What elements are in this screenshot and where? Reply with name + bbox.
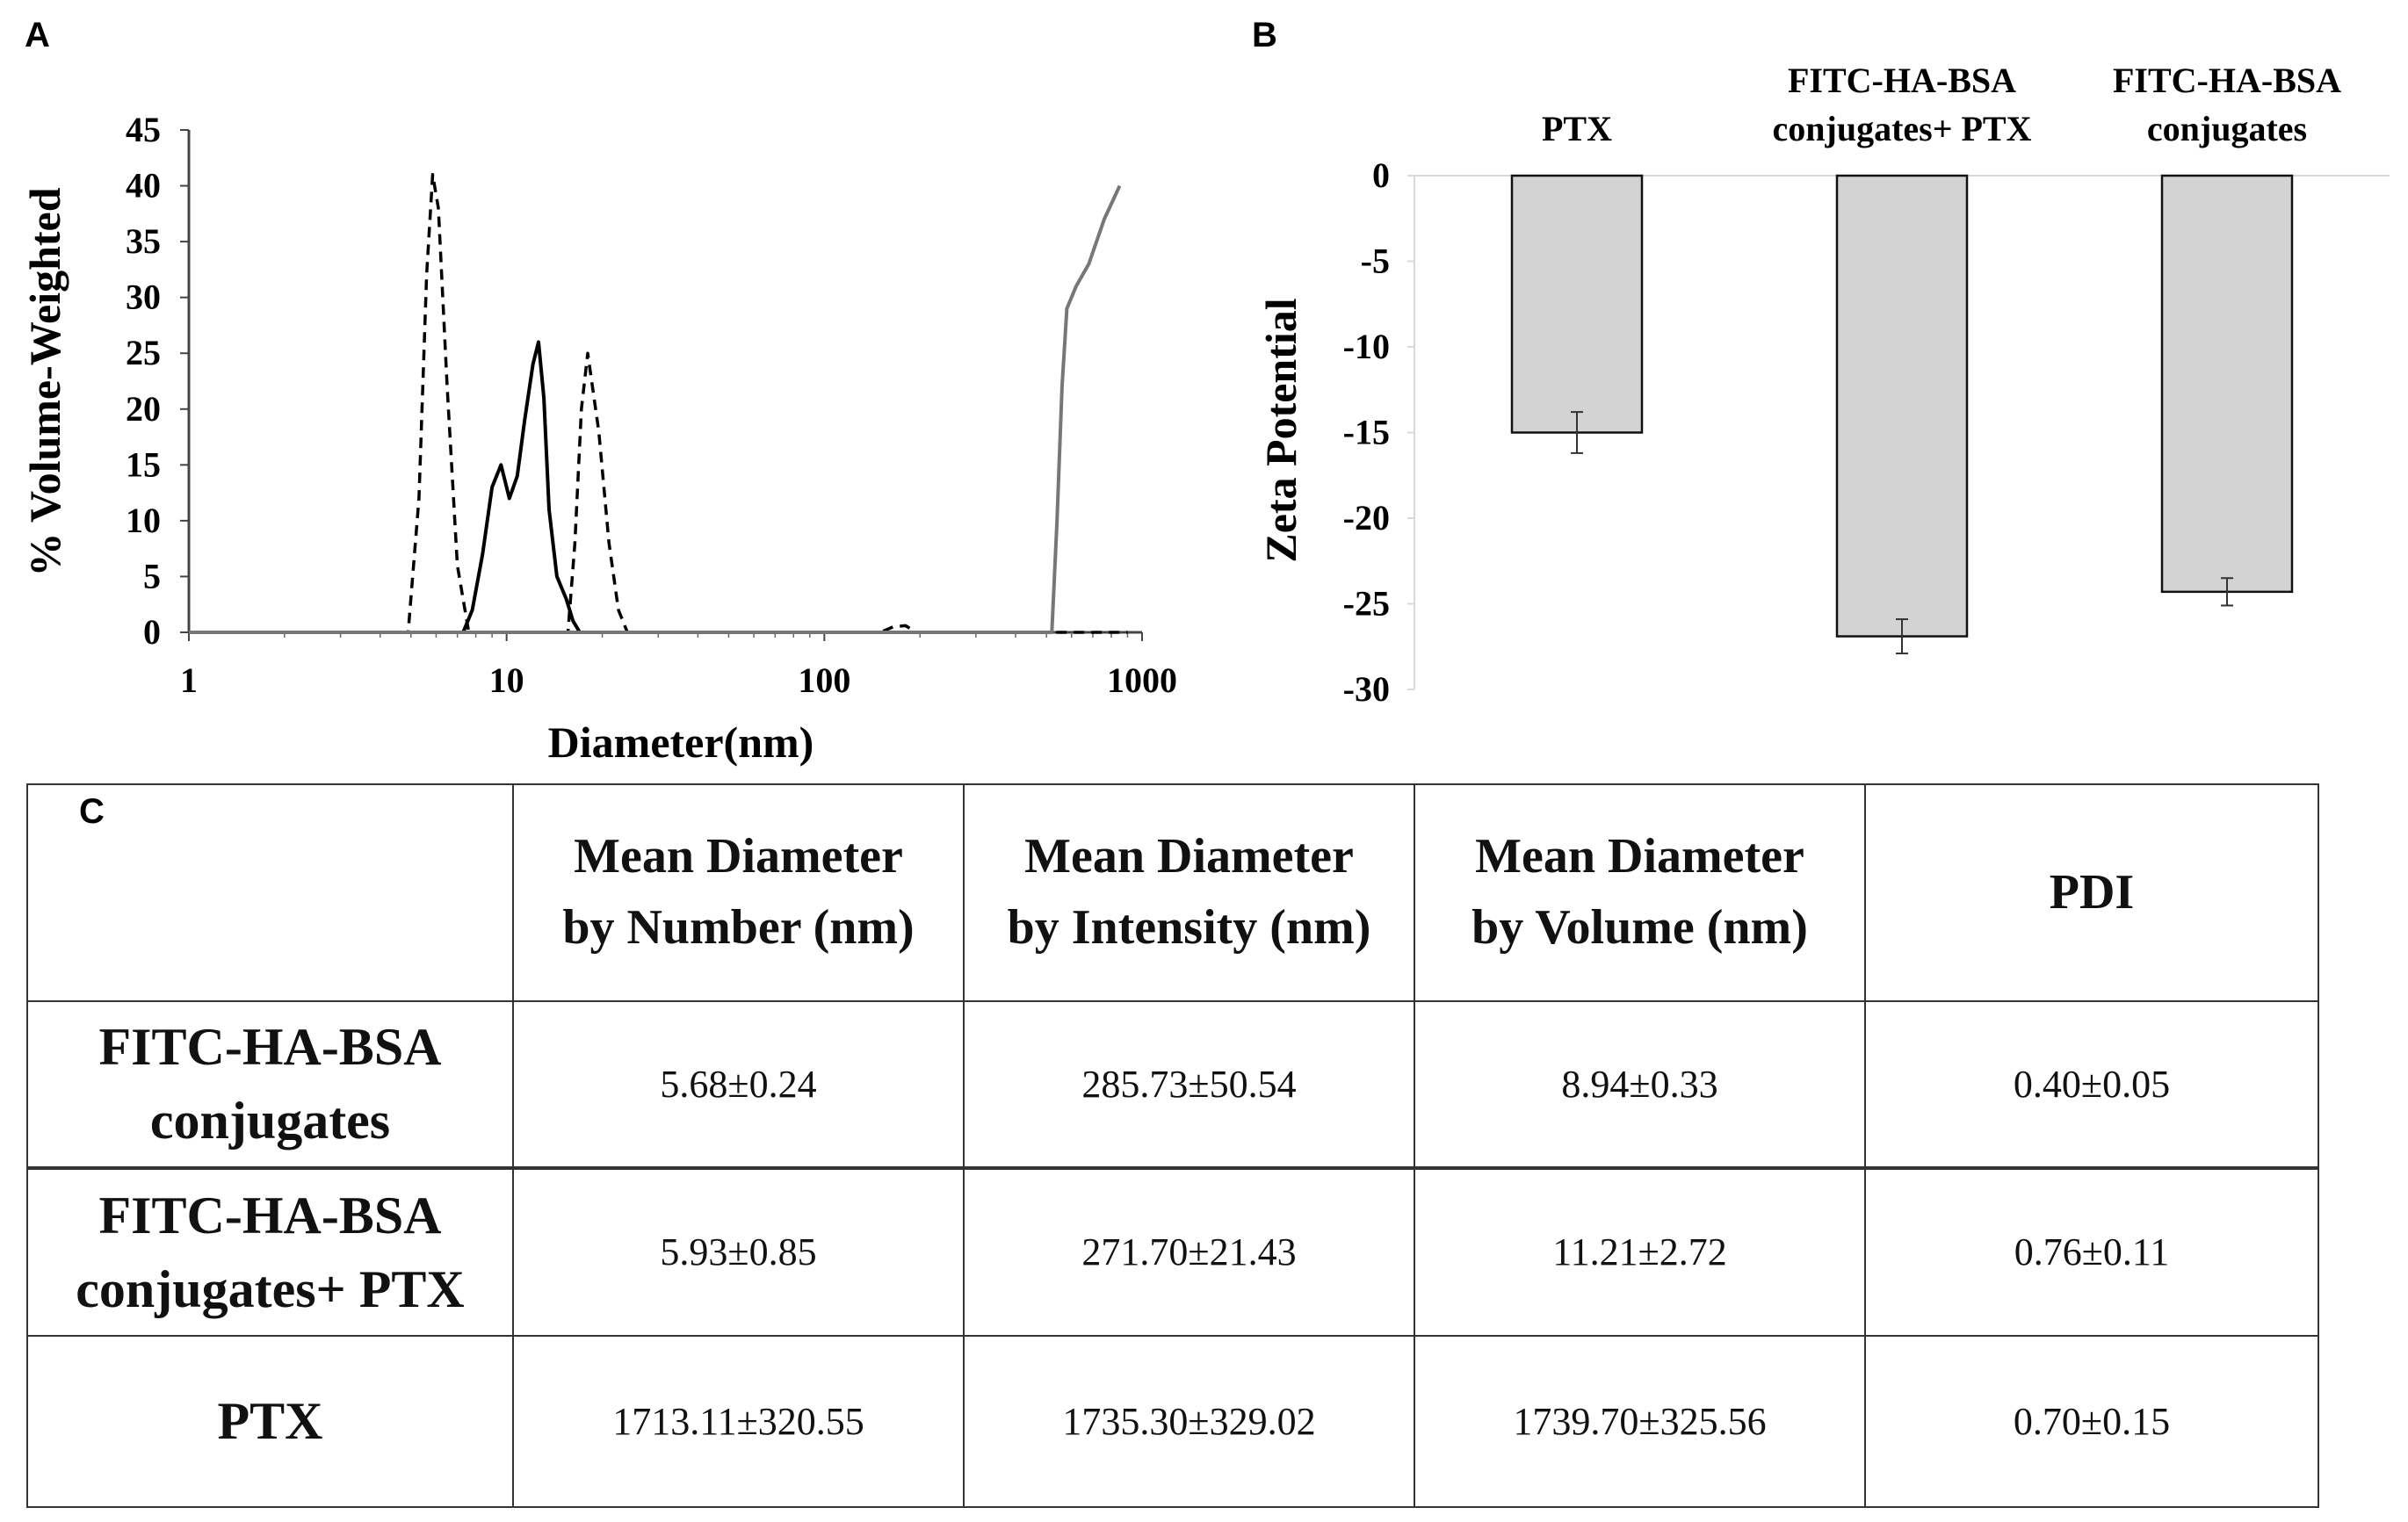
table-row: FITC-HA-BSA conjugates+ PTX 5.93±0.85 271… <box>26 1167 2319 1337</box>
y-tick-label: -30 <box>1343 669 1390 709</box>
header-line: PDI <box>2049 864 2135 920</box>
y-axis-title: Zeta Potential <box>1256 298 1305 562</box>
table-row: FITC-HA-BSA conjugates 5.68±0.24 285.73±5… <box>26 999 2319 1171</box>
zeta-potential-chart: 0 -5 -10 -15 -20 -25 -30 PTX FITC-HA-BSA conjugat… <box>1256 61 2390 709</box>
y-axis-title: % Volume-Weighted <box>20 187 69 576</box>
table-header-row: C Mean Diameter by Number (nm) Mean Diame… <box>26 783 2319 1002</box>
row-header: FITC-HA-BSA conjugates <box>26 999 514 1171</box>
category-label: conjugates+ PTX <box>1773 109 2032 148</box>
y-tick-label: 5 <box>143 556 161 595</box>
header-line: Mean Diameter <box>574 829 903 884</box>
y-tick-label: -5 <box>1361 242 1390 281</box>
category-label: PTX <box>1542 109 1612 148</box>
y-tick-label: -15 <box>1343 413 1390 452</box>
table-cell: 11.21±2.72 <box>1414 1167 1866 1337</box>
header-line: Mean Diameter <box>1024 829 1354 884</box>
header-line: Mean Diameter <box>1475 829 1804 884</box>
bar <box>1835 174 1969 638</box>
y-tick-label: 15 <box>126 444 161 484</box>
category-label: conjugates <box>2147 109 2307 148</box>
category-label: FITC-HA-BSA <box>1788 61 2016 100</box>
table-cell: 1735.30±329.02 <box>963 1334 1415 1508</box>
row-label-line: FITC-HA-BSA <box>98 1018 442 1077</box>
header-line: by Intensity (nm) <box>1007 900 1371 956</box>
size-distribution-chart: 0 5 10 15 20 25 30 35 40 45 1 10 100 1000 % Volume-We… <box>20 110 1177 767</box>
y-tick-label: -10 <box>1343 327 1390 366</box>
table-cell: 0.76±0.11 <box>1864 1167 2319 1337</box>
y-tick-label: 20 <box>126 389 161 429</box>
column-header: Mean Diameter by Intensity (nm) <box>963 783 1415 1002</box>
table-row: PTX 1713.11±320.55 1735.30±329.02 1739.7… <box>26 1334 2319 1508</box>
panel-label-a: A <box>25 16 50 54</box>
x-tick-label: 1000 <box>1107 660 1177 700</box>
table-cell: 285.73±50.54 <box>963 999 1415 1171</box>
header-line: by Number (nm) <box>562 900 915 956</box>
x-tick-label: 100 <box>798 660 850 700</box>
series-line-2 <box>189 340 714 634</box>
table-cell: 1713.11±320.55 <box>512 1334 965 1508</box>
y-tick-label: 40 <box>126 166 161 206</box>
category-label: FITC-HA-BSA <box>2113 61 2341 100</box>
bar <box>1510 174 1644 434</box>
column-header: Mean Diameter by Volume (nm) <box>1414 783 1866 1002</box>
y-tick-label: 30 <box>126 278 161 317</box>
y-tick-label: -20 <box>1343 498 1390 537</box>
x-tick-label: 10 <box>489 660 524 700</box>
series-line-3 <box>189 184 1122 634</box>
x-tick-label: 1 <box>180 660 198 700</box>
x-axis-title: Diameter(nm) <box>548 718 814 767</box>
table-corner-cell: C <box>26 783 514 1002</box>
panel-label-c: C <box>79 792 105 831</box>
y-tick-label: 45 <box>126 110 161 149</box>
table-cell: 0.40±0.05 <box>1864 999 2319 1171</box>
table-cell: 8.94±0.33 <box>1414 999 1866 1171</box>
size-summary-table: C Mean Diameter by Number (nm) Mean Diame… <box>26 783 2319 1508</box>
y-tick-label: -25 <box>1343 584 1390 624</box>
panel-label-b: B <box>1252 16 1277 54</box>
row-label-line: conjugates+ PTX <box>76 1259 465 1318</box>
header-line: by Volume (nm) <box>1472 900 1808 956</box>
y-tick-label: 10 <box>126 501 161 540</box>
y-tick-label: 0 <box>143 612 161 652</box>
y-tick-label: 0 <box>1372 155 1390 195</box>
row-label-line: FITC-HA-BSA <box>98 1186 442 1244</box>
table-cell: 0.70±0.15 <box>1864 1334 2319 1508</box>
row-label-line: PTX <box>217 1392 323 1451</box>
row-header: PTX <box>26 1334 514 1508</box>
bar <box>2160 174 2294 594</box>
table-cell: 1739.70±325.56 <box>1414 1334 1866 1508</box>
series-line-1 <box>189 173 1128 634</box>
row-label-line: conjugates <box>149 1092 391 1151</box>
table-cell: 5.93±0.85 <box>512 1167 965 1337</box>
y-tick-label: 25 <box>126 333 161 372</box>
column-header: PDI <box>1864 783 2319 1002</box>
table-cell: 271.70±21.43 <box>963 1167 1415 1337</box>
row-header: FITC-HA-BSA conjugates+ PTX <box>26 1167 514 1337</box>
table-cell: 5.68±0.24 <box>512 999 965 1171</box>
y-tick-label: 35 <box>126 221 161 261</box>
column-header: Mean Diameter by Number (nm) <box>512 783 965 1002</box>
